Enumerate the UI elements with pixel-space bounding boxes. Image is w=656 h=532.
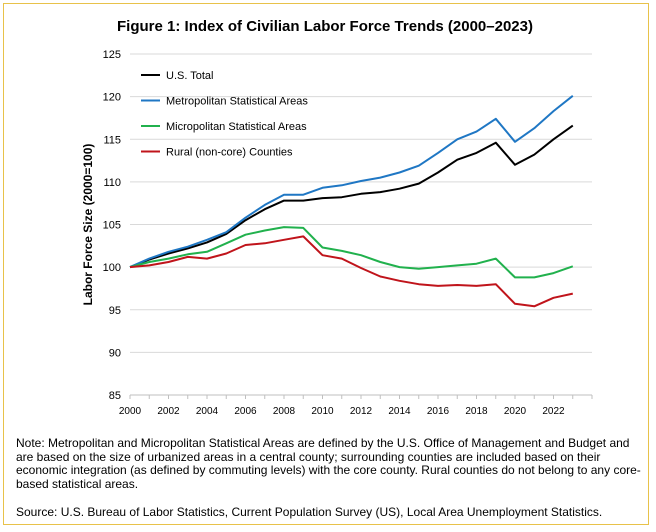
x-tick-label: 2002 [157, 406, 180, 417]
figure-frame [3, 3, 649, 525]
legend-label: Metropolitan Statistical Areas [166, 96, 308, 108]
y-tick-label: 105 [103, 220, 121, 232]
y-axis-label: Labor Force Size (2000=100) [81, 144, 95, 306]
x-tick-label: 2008 [273, 406, 296, 417]
chart-note: Note: Metropolitan and Micropolitan Stat… [16, 436, 641, 491]
chart-title: Figure 1: Index of Civilian Labor Force … [117, 18, 533, 35]
x-tick-label: 2012 [350, 406, 373, 417]
legend-label: Micropolitan Statistical Areas [166, 121, 307, 133]
y-tick-label: 90 [109, 347, 121, 359]
series-line-0 [129, 124, 574, 269]
legend-label: U.S. Total [166, 70, 214, 82]
x-tick-label: 2016 [427, 406, 450, 417]
series-line-2 [129, 226, 574, 279]
y-tick-label: 125 [103, 49, 121, 61]
y-tick-label: 85 [109, 390, 121, 402]
x-tick-label: 2006 [234, 406, 257, 417]
legend-label: Rural (non-core) Counties [166, 147, 293, 159]
y-tick-label: 110 [103, 177, 121, 189]
y-tick-label: 120 [103, 92, 121, 104]
y-tick-label: 95 [109, 305, 121, 317]
line-chart: 85 90 95 100 105 110 115 120 125 2000 2002 2004 2006… [81, 49, 593, 417]
y-tick-label: 100 [103, 262, 121, 274]
x-tick-label: 2020 [504, 406, 527, 417]
x-tick-label: 2004 [196, 406, 219, 417]
x-tick-label: 2014 [388, 406, 411, 417]
x-tick-label: 2010 [311, 406, 334, 417]
series-line-3 [129, 235, 574, 308]
x-tick-label: 2000 [119, 406, 142, 417]
chart-source: Source: U.S. Bureau of Labor Statistics,… [16, 505, 603, 519]
series-line-1 [129, 95, 574, 269]
y-tick-label: 115 [103, 134, 121, 146]
x-tick-label: 2018 [465, 406, 488, 417]
x-tick-label: 2022 [542, 406, 565, 417]
